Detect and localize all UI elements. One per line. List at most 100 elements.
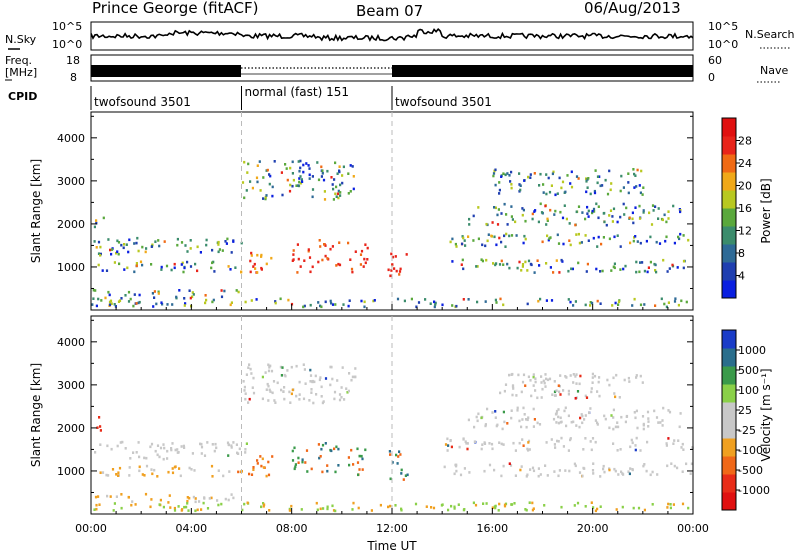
heatmap-cell — [242, 380, 245, 383]
heatmap-cell — [591, 437, 595, 440]
heatmap-cell — [510, 215, 513, 218]
heatmap-cell — [308, 173, 311, 177]
heatmap-cell — [557, 384, 560, 387]
heatmap-cell — [504, 245, 507, 248]
heatmap-cell — [539, 473, 542, 476]
heatmap-cell — [390, 252, 393, 256]
date-title: 06/Aug/2013 — [584, 0, 681, 17]
colorbar-step — [722, 190, 736, 209]
heatmap-cell — [337, 189, 340, 193]
heatmap-cell — [141, 473, 144, 476]
search-tick-bottom: 10^0 — [708, 38, 738, 51]
heatmap-cell — [266, 168, 269, 172]
heatmap-cell — [516, 409, 519, 412]
heatmap-cell — [332, 187, 335, 191]
heatmap-cell — [307, 249, 310, 253]
heatmap-cell — [628, 216, 631, 220]
heatmap-cell — [653, 262, 656, 266]
heatmap-cell — [545, 441, 548, 444]
heatmap-cell — [546, 378, 550, 382]
heatmap-cell — [500, 259, 503, 263]
colorbar-step — [722, 348, 736, 367]
heatmap-cell — [486, 407, 489, 411]
heatmap-cell — [647, 417, 650, 420]
heatmap-cell — [521, 418, 524, 421]
nave-tick-top: 60 — [708, 54, 722, 67]
heatmap-cell — [664, 239, 667, 243]
heatmap-cell — [486, 239, 489, 243]
heatmap-cell — [260, 505, 263, 509]
heatmap-cell — [510, 234, 514, 237]
heatmap-cell — [685, 462, 688, 466]
heatmap-cell — [472, 239, 475, 242]
heatmap-cell — [573, 504, 576, 507]
heatmap-cell — [249, 180, 252, 183]
heatmap-cell — [585, 396, 589, 399]
heatmap-cell — [302, 397, 306, 401]
heatmap-cell — [357, 473, 360, 477]
heatmap-cell — [545, 377, 548, 381]
heatmap-cell — [173, 262, 176, 266]
heatmap-cell — [451, 260, 454, 263]
heatmap-cell — [527, 259, 531, 263]
heatmap-cell — [245, 442, 248, 445]
heatmap-cell — [362, 265, 365, 268]
heatmap-cell — [543, 381, 546, 385]
heatmap-cell — [350, 448, 353, 452]
heatmap-cell — [128, 466, 131, 469]
heatmap-cell — [577, 205, 581, 208]
heatmap-cell — [633, 186, 636, 189]
heatmap-cell — [261, 457, 264, 461]
heatmap-cell — [585, 190, 588, 194]
heatmap-cell — [184, 302, 187, 305]
heatmap-cell — [99, 471, 102, 474]
heatmap-cell — [524, 260, 527, 264]
heatmap-cell — [574, 223, 577, 227]
station-title: Prince George (fitACF) — [92, 0, 258, 17]
heatmap-cell — [417, 301, 421, 304]
heatmap-cell — [261, 375, 264, 379]
heatmap-cell — [491, 221, 494, 224]
heatmap-cell — [468, 471, 471, 474]
heatmap-cell — [97, 263, 100, 267]
heatmap-cell — [547, 238, 550, 242]
heatmap-cell — [429, 302, 432, 305]
heatmap-cell — [572, 420, 575, 424]
heatmap-cell — [171, 303, 174, 306]
heatmap-cell — [526, 418, 529, 422]
heatmap-cell — [319, 507, 322, 511]
heatmap-cell — [101, 269, 104, 272]
heatmap-cell — [667, 502, 670, 506]
heatmap-cell — [360, 249, 364, 253]
heatmap-cell — [136, 236, 139, 240]
heatmap-cell — [534, 389, 537, 392]
heatmap-cell — [99, 443, 102, 446]
colorbar-tick-label: 4 — [738, 270, 745, 283]
heatmap-cell — [498, 188, 501, 192]
heatmap-cell — [617, 303, 620, 306]
heatmap-cell — [627, 191, 630, 195]
heatmap-cell — [631, 468, 634, 472]
heatmap-cell — [157, 292, 160, 295]
heatmap-cell — [351, 270, 354, 274]
heatmap-cell — [667, 217, 670, 220]
heatmap-cell — [666, 506, 669, 509]
heatmap-cell — [282, 390, 285, 393]
heatmap-cell — [544, 464, 547, 467]
heatmap-cell — [497, 509, 500, 512]
heatmap-cell — [370, 509, 373, 512]
heatmap-cell — [213, 449, 216, 453]
heatmap-cell — [443, 465, 446, 469]
heatmap-cell — [643, 508, 646, 512]
heatmap-cell — [296, 243, 299, 246]
heatmap-cell — [299, 159, 302, 163]
heatmap-cell — [625, 206, 628, 210]
colorbar-step — [722, 226, 736, 245]
heatmap-cell — [194, 497, 197, 500]
heatmap-cell — [187, 509, 190, 512]
heatmap-cell — [599, 505, 602, 508]
heatmap-cell — [220, 295, 224, 299]
heatmap-cell — [498, 502, 501, 506]
